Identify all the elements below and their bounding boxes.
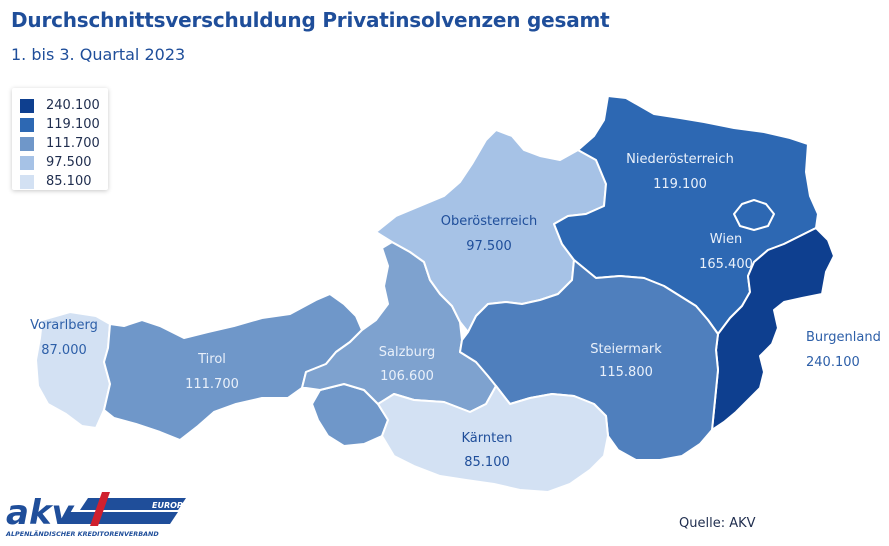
label-niederoesterreich-value: 119.100 bbox=[653, 177, 707, 192]
svg-text:ALPENLÄNDISCHER KREDITORENVERB: ALPENLÄNDISCHER KREDITORENVERBAND bbox=[5, 529, 159, 538]
akv-logo: EUROPA akv ALPENLÄNDISCHER KREDITORENVER… bbox=[5, 492, 188, 538]
legend-swatch bbox=[20, 136, 34, 151]
legend-swatch bbox=[20, 117, 34, 132]
legend-swatch bbox=[20, 174, 34, 189]
label-burgenland-name: Burgenland bbox=[806, 330, 881, 345]
region-burgenland[interactable] bbox=[711, 227, 835, 431]
region-wien[interactable] bbox=[733, 199, 775, 231]
map-legend: 240.100 119.100 111.700 97.500 85.100 bbox=[12, 88, 108, 190]
label-tirol-value: 111.700 bbox=[185, 377, 239, 392]
label-niederoesterreich-name: Niederösterreich bbox=[626, 152, 734, 167]
label-oberoesterreich-value: 97.500 bbox=[466, 239, 512, 254]
svg-text:EUROPA: EUROPA bbox=[152, 501, 188, 510]
legend-item[interactable]: 240.100 bbox=[20, 96, 108, 115]
region-vorarlberg[interactable] bbox=[35, 311, 111, 429]
label-kaernten-value: 85.100 bbox=[464, 455, 510, 470]
map-title: Durchschnittsverschuldung Privatinsolven… bbox=[11, 8, 610, 32]
legend-item[interactable]: 97.500 bbox=[20, 153, 108, 172]
label-wien-value: 165.400 bbox=[699, 257, 753, 272]
region-kaernten[interactable] bbox=[377, 385, 609, 493]
label-kaernten-name: Kärnten bbox=[462, 431, 513, 446]
svg-text:akv: akv bbox=[6, 493, 76, 533]
legend-item[interactable]: 85.100 bbox=[20, 172, 108, 191]
label-vorarlberg-name: Vorarlberg bbox=[30, 318, 98, 333]
legend-item[interactable]: 111.700 bbox=[20, 134, 108, 153]
label-burgenland-value: 240.100 bbox=[806, 355, 860, 370]
label-salzburg-value: 106.600 bbox=[380, 369, 434, 384]
legend-label: 97.500 bbox=[46, 155, 92, 170]
label-tirol-name: Tirol bbox=[197, 352, 226, 367]
label-vorarlberg-value: 87.000 bbox=[41, 343, 87, 358]
legend-label: 111.700 bbox=[46, 136, 100, 151]
legend-label: 119.100 bbox=[46, 117, 100, 132]
legend-item[interactable]: 119.100 bbox=[20, 115, 108, 134]
map-subtitle: 1. bis 3. Quartal 2023 bbox=[11, 45, 186, 64]
source-note: Quelle: AKV bbox=[679, 516, 756, 531]
label-oberoesterreich-name: Oberösterreich bbox=[441, 214, 538, 229]
label-steiermark-value: 115.800 bbox=[599, 365, 653, 380]
legend-label: 85.100 bbox=[46, 174, 92, 189]
legend-swatch bbox=[20, 155, 34, 170]
label-salzburg-name: Salzburg bbox=[379, 345, 436, 360]
label-steiermark-name: Steiermark bbox=[590, 342, 662, 357]
legend-label: 240.100 bbox=[46, 98, 100, 113]
legend-swatch bbox=[20, 98, 34, 113]
label-wien-name: Wien bbox=[710, 232, 742, 247]
